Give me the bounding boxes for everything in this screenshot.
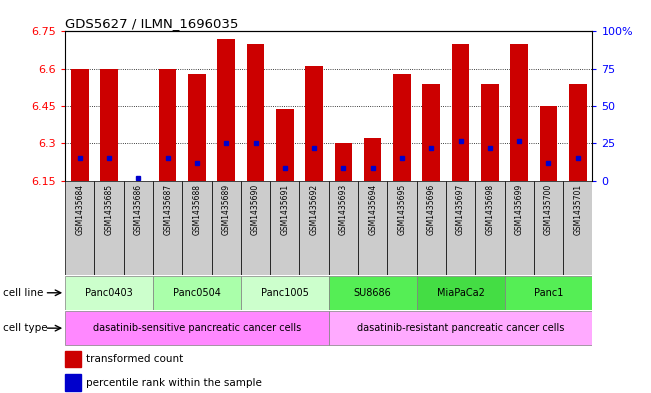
Bar <box>387 181 417 275</box>
Text: GSM1435693: GSM1435693 <box>339 184 348 235</box>
Bar <box>217 39 235 181</box>
Text: GSM1435700: GSM1435700 <box>544 184 553 235</box>
Bar <box>475 181 505 275</box>
Text: MiaPaCa2: MiaPaCa2 <box>437 288 484 298</box>
Bar <box>65 181 94 275</box>
Bar <box>540 106 557 181</box>
Text: cell line: cell line <box>3 288 44 298</box>
Bar <box>510 44 528 181</box>
Text: GSM1435698: GSM1435698 <box>486 184 494 235</box>
Bar <box>329 181 358 275</box>
Text: GSM1435696: GSM1435696 <box>427 184 436 235</box>
Text: transformed count: transformed count <box>86 354 183 364</box>
Bar <box>276 108 294 181</box>
Text: GSM1435687: GSM1435687 <box>163 184 172 235</box>
Bar <box>505 181 534 275</box>
Text: GSM1435685: GSM1435685 <box>105 184 113 235</box>
Bar <box>153 181 182 275</box>
Text: GSM1435684: GSM1435684 <box>76 184 84 235</box>
Bar <box>446 181 475 275</box>
Bar <box>241 276 329 310</box>
Bar <box>65 351 81 367</box>
Text: Panc1: Panc1 <box>534 288 563 298</box>
Bar <box>65 311 329 345</box>
Bar <box>563 181 592 275</box>
Bar <box>534 181 563 275</box>
Bar <box>329 311 592 345</box>
Text: GSM1435686: GSM1435686 <box>134 184 143 235</box>
Bar <box>124 181 153 275</box>
Text: GSM1435701: GSM1435701 <box>574 184 582 235</box>
Bar <box>188 74 206 181</box>
Bar <box>329 276 417 310</box>
Bar <box>65 276 153 310</box>
Text: GSM1435691: GSM1435691 <box>281 184 289 235</box>
Text: GSM1435699: GSM1435699 <box>515 184 523 235</box>
Bar <box>94 181 124 275</box>
Text: cell type: cell type <box>3 323 48 333</box>
Bar <box>505 276 592 310</box>
Text: dasatinib-resistant pancreatic cancer cells: dasatinib-resistant pancreatic cancer ce… <box>357 323 564 333</box>
Bar <box>159 69 176 181</box>
Text: GSM1435697: GSM1435697 <box>456 184 465 235</box>
Bar <box>153 276 241 310</box>
Text: GSM1435689: GSM1435689 <box>222 184 230 235</box>
Bar <box>417 276 505 310</box>
Text: GSM1435695: GSM1435695 <box>398 184 406 235</box>
Bar <box>247 44 264 181</box>
Bar <box>335 143 352 181</box>
Bar <box>417 181 446 275</box>
Bar <box>270 181 299 275</box>
Text: GSM1435692: GSM1435692 <box>310 184 318 235</box>
Bar <box>212 181 241 275</box>
Bar <box>299 181 329 275</box>
Bar <box>305 66 323 181</box>
Bar <box>364 138 381 181</box>
Text: Panc0504: Panc0504 <box>173 288 221 298</box>
Text: dasatinib-sensitive pancreatic cancer cells: dasatinib-sensitive pancreatic cancer ce… <box>93 323 301 333</box>
Bar <box>358 181 387 275</box>
Text: SU8686: SU8686 <box>354 288 391 298</box>
Bar <box>569 84 587 181</box>
Bar <box>241 181 270 275</box>
Bar <box>393 74 411 181</box>
Bar <box>481 84 499 181</box>
Text: GSM1435690: GSM1435690 <box>251 184 260 235</box>
Bar <box>452 44 469 181</box>
Text: GDS5627 / ILMN_1696035: GDS5627 / ILMN_1696035 <box>65 17 238 30</box>
Text: percentile rank within the sample: percentile rank within the sample <box>86 378 262 387</box>
Bar <box>422 84 440 181</box>
Text: Panc1005: Panc1005 <box>261 288 309 298</box>
Text: GSM1435694: GSM1435694 <box>368 184 377 235</box>
Text: Panc0403: Panc0403 <box>85 288 133 298</box>
Bar <box>182 181 212 275</box>
Bar <box>71 69 89 181</box>
Text: GSM1435688: GSM1435688 <box>193 184 201 235</box>
Bar <box>65 374 81 391</box>
Bar <box>100 69 118 181</box>
